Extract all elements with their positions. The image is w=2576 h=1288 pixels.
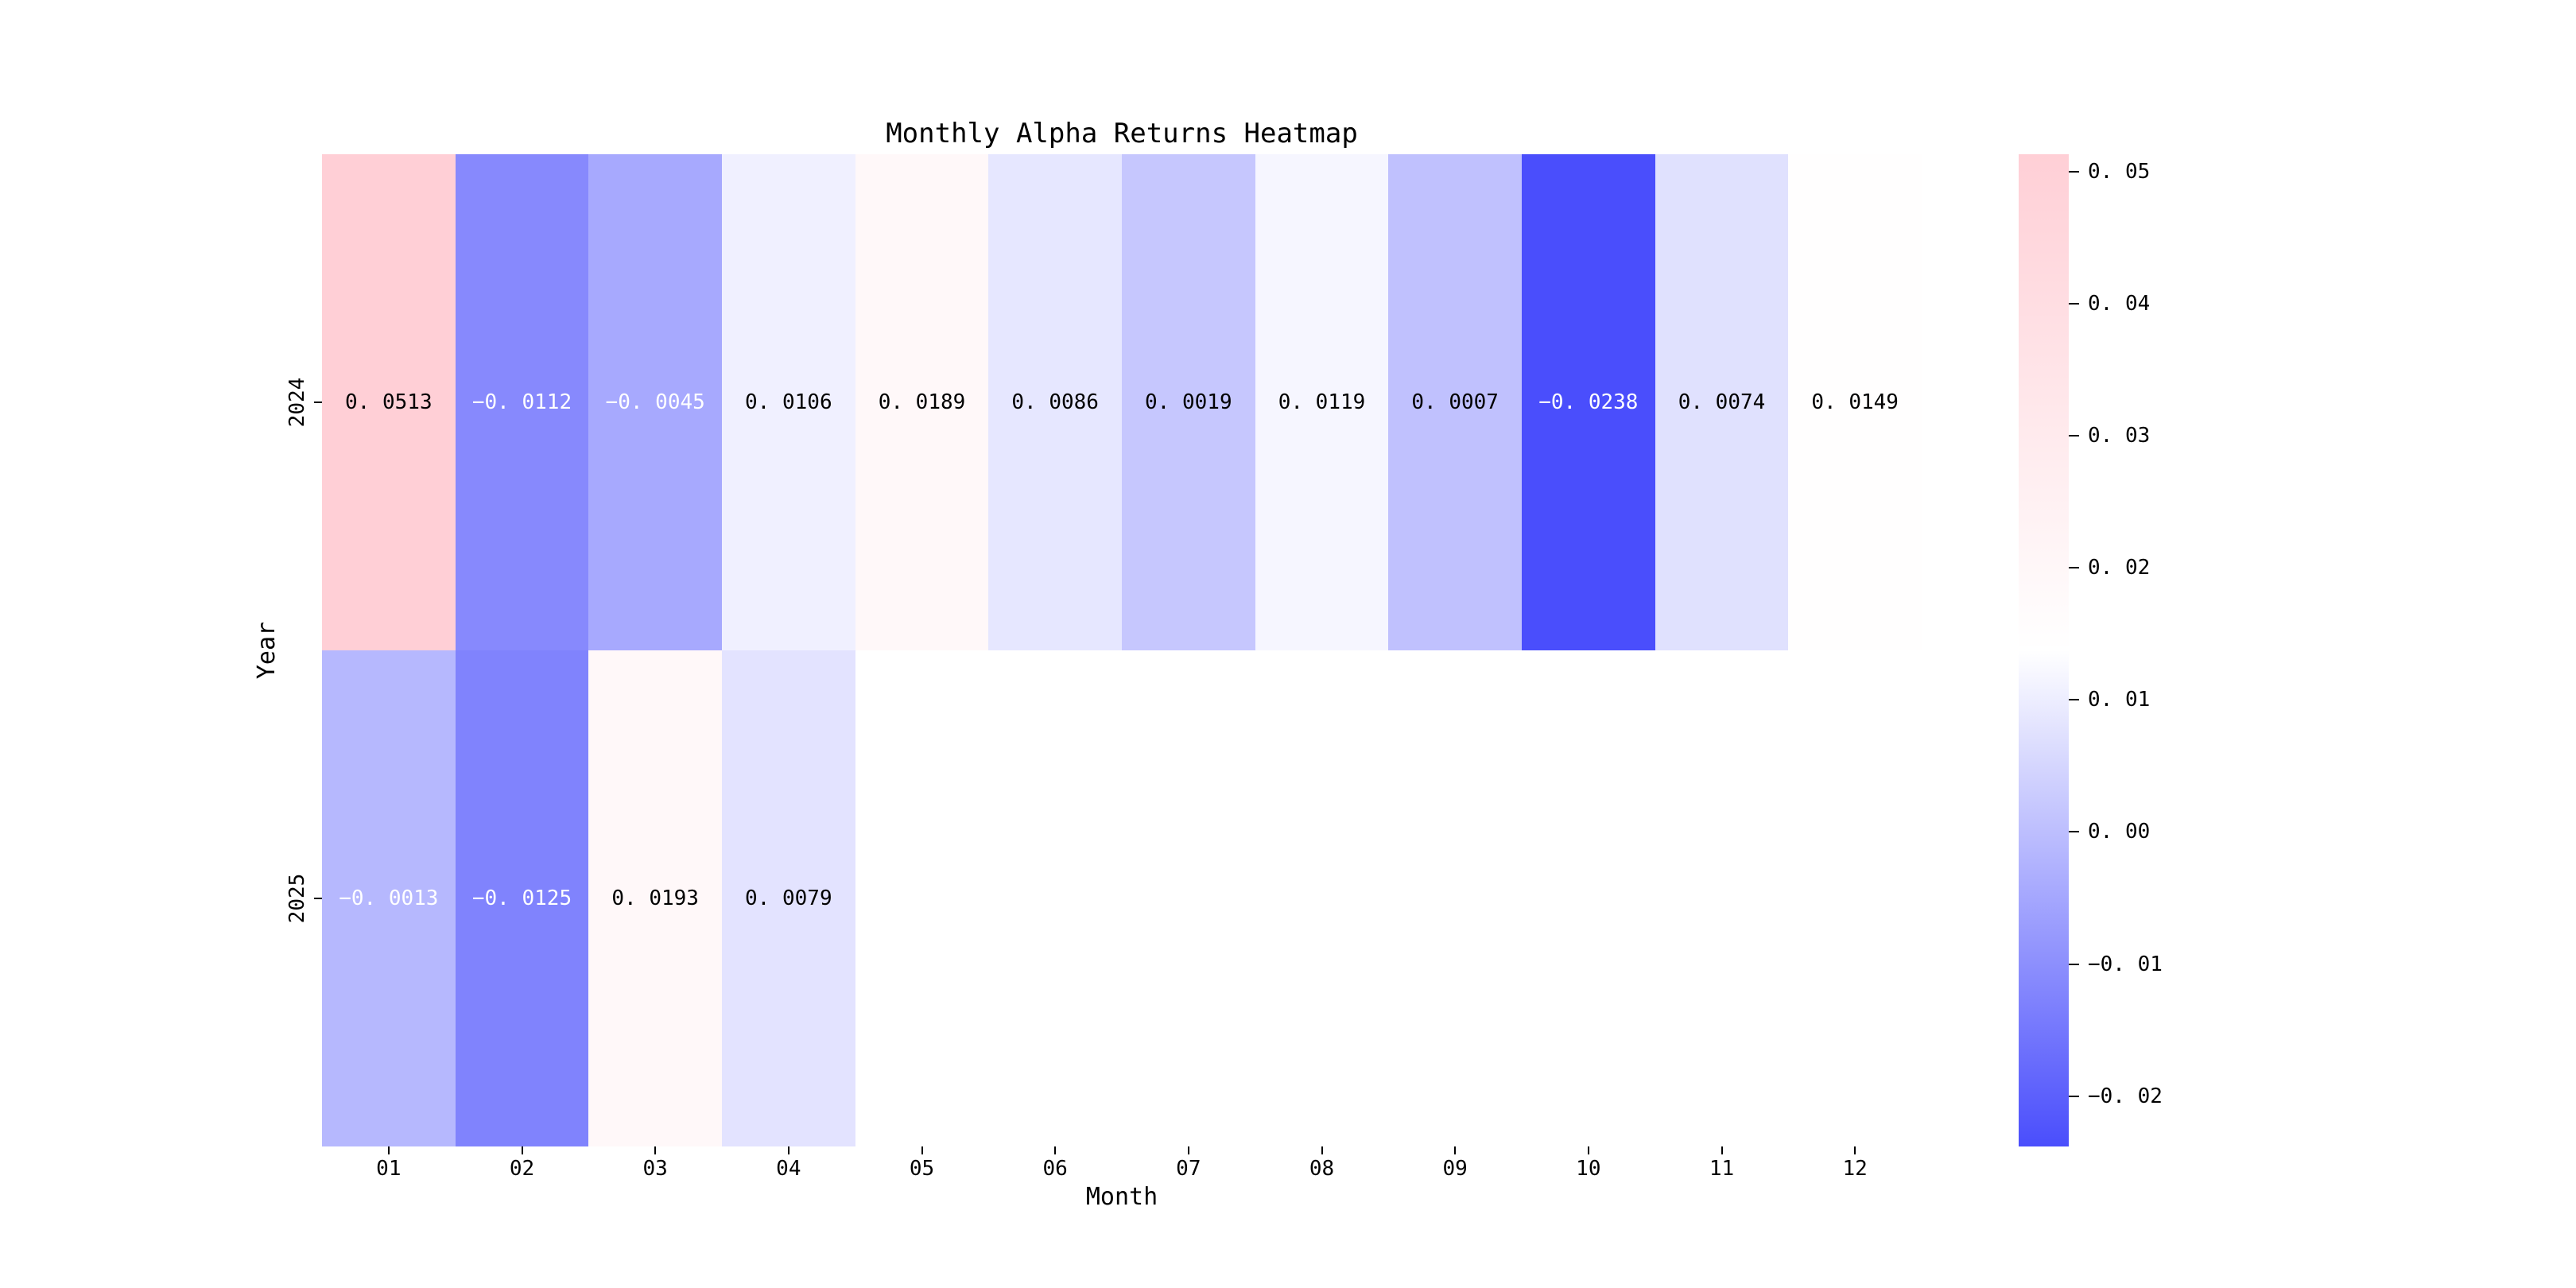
x-tick-label: 06 — [1042, 1157, 1068, 1181]
heatmap-cell-2025-02: −0. 0125 — [455, 650, 589, 1146]
x-tick-mark — [521, 1146, 523, 1154]
heatmap-cell-2025-12 — [1788, 650, 1922, 1146]
x-tick-mark — [1187, 1146, 1189, 1154]
colorbar-tick-mark — [2069, 1095, 2079, 1097]
y-tick-mark — [314, 402, 322, 403]
colorbar-tick-mark — [2069, 302, 2079, 305]
x-tick-label: 04 — [776, 1157, 801, 1181]
heatmap-cell-2024-07: 0. 0019 — [1122, 154, 1255, 650]
heatmap-cell-2025-06 — [988, 650, 1122, 1146]
x-tick-label: 01 — [376, 1157, 402, 1181]
colorbar-tick-label: 0. 03 — [2088, 423, 2151, 448]
colorbar-tick-label: −0. 02 — [2088, 1084, 2163, 1108]
heatmap-cell-2025-11 — [1655, 650, 1789, 1146]
heatmap-cell-2025-09 — [1388, 650, 1522, 1146]
colorbar-tick-mark — [2069, 170, 2079, 173]
colorbar-tick-mark — [2069, 567, 2079, 569]
x-tick-label: 05 — [909, 1157, 935, 1181]
heatmap-cell-2024-01: 0. 0513 — [322, 154, 456, 650]
colorbar-tick-label: 0. 01 — [2088, 688, 2151, 712]
colorbar-tick-label: 0. 02 — [2088, 556, 2151, 580]
heatmap-cell-2025-04: 0. 0079 — [722, 650, 855, 1146]
heatmap-cell-2025-03: 0. 0193 — [588, 650, 722, 1146]
x-tick-label: 10 — [1576, 1157, 1601, 1181]
x-tick-mark — [787, 1146, 789, 1154]
heatmap-cell-2024-09: 0. 0007 — [1388, 154, 1522, 650]
heatmap-cell-2024-08: 0. 0119 — [1255, 154, 1389, 650]
x-tick-mark — [921, 1146, 923, 1154]
x-tick-mark — [1721, 1146, 1723, 1154]
x-tick-mark — [1054, 1146, 1057, 1154]
x-tick-label: 02 — [509, 1157, 535, 1181]
heatmap-cell-2025-05 — [855, 650, 989, 1146]
colorbar-tick-mark — [2069, 434, 2079, 436]
x-tick-label: 12 — [1842, 1157, 1868, 1181]
colorbar-tick-mark — [2069, 963, 2079, 965]
colorbar-tick-label: 0. 04 — [2088, 291, 2151, 316]
heatmap-cell-2024-05: 0. 0189 — [855, 154, 989, 650]
x-tick-label: 03 — [642, 1157, 668, 1181]
heatmap-cell-2024-04: 0. 0106 — [722, 154, 855, 650]
colorbar-tick-mark — [2069, 699, 2079, 701]
heatmap-cell-2025-10 — [1522, 650, 1655, 1146]
x-tick-mark — [1454, 1146, 1457, 1154]
heatmap-cell-2024-06: 0. 0086 — [988, 154, 1122, 650]
heatmap-cell-2025-07 — [1122, 650, 1255, 1146]
heatmap-cell-2024-11: 0. 0074 — [1655, 154, 1789, 650]
heatmap-cell-2025-08 — [1255, 650, 1389, 1146]
chart-title: Monthly Alpha Returns Heatmap — [886, 118, 1358, 149]
x-tick-label: 09 — [1442, 1157, 1468, 1181]
x-tick-mark — [654, 1146, 657, 1154]
colorbar-tick-mark — [2069, 831, 2079, 833]
y-tick-label: 2024 — [285, 377, 309, 428]
x-tick-mark — [1587, 1146, 1589, 1154]
heatmap-cell-2024-12: 0. 0149 — [1788, 154, 1922, 650]
heatmap-cell-2024-10: −0. 0238 — [1522, 154, 1655, 650]
x-tick-label: 11 — [1709, 1157, 1735, 1181]
heatmap-cell-2024-03: −0. 0045 — [588, 154, 722, 650]
colorbar — [2019, 154, 2069, 1146]
y-tick-mark — [314, 898, 322, 899]
y-axis-label: Year — [253, 621, 281, 680]
heatmap-plot-area: 0. 0513 −0. 0112 −0. 0045 0. 0106 0. 0189 0. … — [322, 154, 1922, 1146]
colorbar-tick-label: 0. 05 — [2088, 159, 2151, 184]
x-tick-mark — [1321, 1146, 1323, 1154]
y-tick-label: 2025 — [285, 873, 309, 924]
colorbar-tick-label: −0. 01 — [2088, 952, 2163, 976]
x-tick-mark — [387, 1146, 390, 1154]
x-axis-label: Month — [1085, 1183, 1158, 1211]
x-tick-label: 07 — [1176, 1157, 1201, 1181]
heatmap-cell-2024-02: −0. 0112 — [455, 154, 589, 650]
x-tick-label: 08 — [1309, 1157, 1335, 1181]
heatmap-cell-2025-01: −0. 0013 — [322, 650, 456, 1146]
colorbar-tick-label: 0. 00 — [2088, 820, 2151, 844]
x-tick-mark — [1854, 1146, 1856, 1154]
